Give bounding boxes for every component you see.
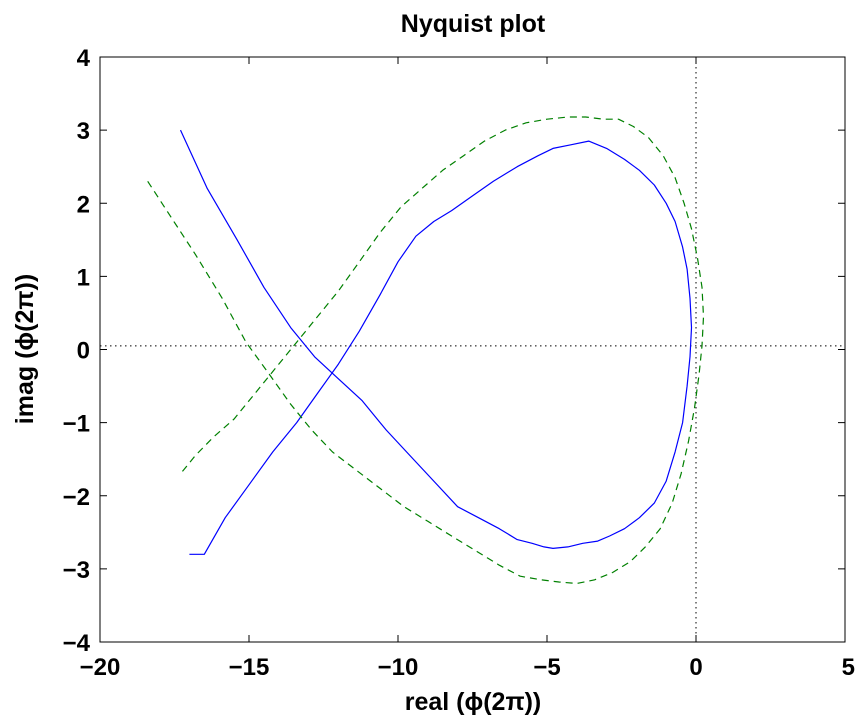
y-tick-label: −2: [63, 484, 90, 511]
y-tick-label: 4: [77, 45, 91, 72]
x-tick-label: −20: [80, 654, 121, 681]
y-tick-label: 0: [77, 338, 90, 365]
y-tick-label: −1: [63, 411, 90, 438]
series-line-1: [179, 129, 693, 555]
y-tick-label: 1: [77, 264, 90, 291]
y-tick-label: 2: [77, 191, 90, 218]
x-tick-label: −5: [533, 654, 560, 681]
x-tick-label: 0: [689, 654, 702, 681]
x-tick-label: −15: [229, 654, 270, 681]
x-tick-label: 5: [842, 654, 855, 681]
series-line-2: [147, 116, 705, 585]
y-tick-label: −4: [63, 630, 91, 657]
chart-title: Nyquist plot: [401, 10, 546, 38]
y-tick-label: −3: [63, 557, 90, 584]
x-axis-label: real (ϕ(2π)): [405, 688, 542, 716]
y-axis-label: imag (ϕ(2π)): [11, 274, 39, 424]
y-tick-label: 3: [77, 118, 90, 145]
x-tick-label: −10: [378, 654, 419, 681]
